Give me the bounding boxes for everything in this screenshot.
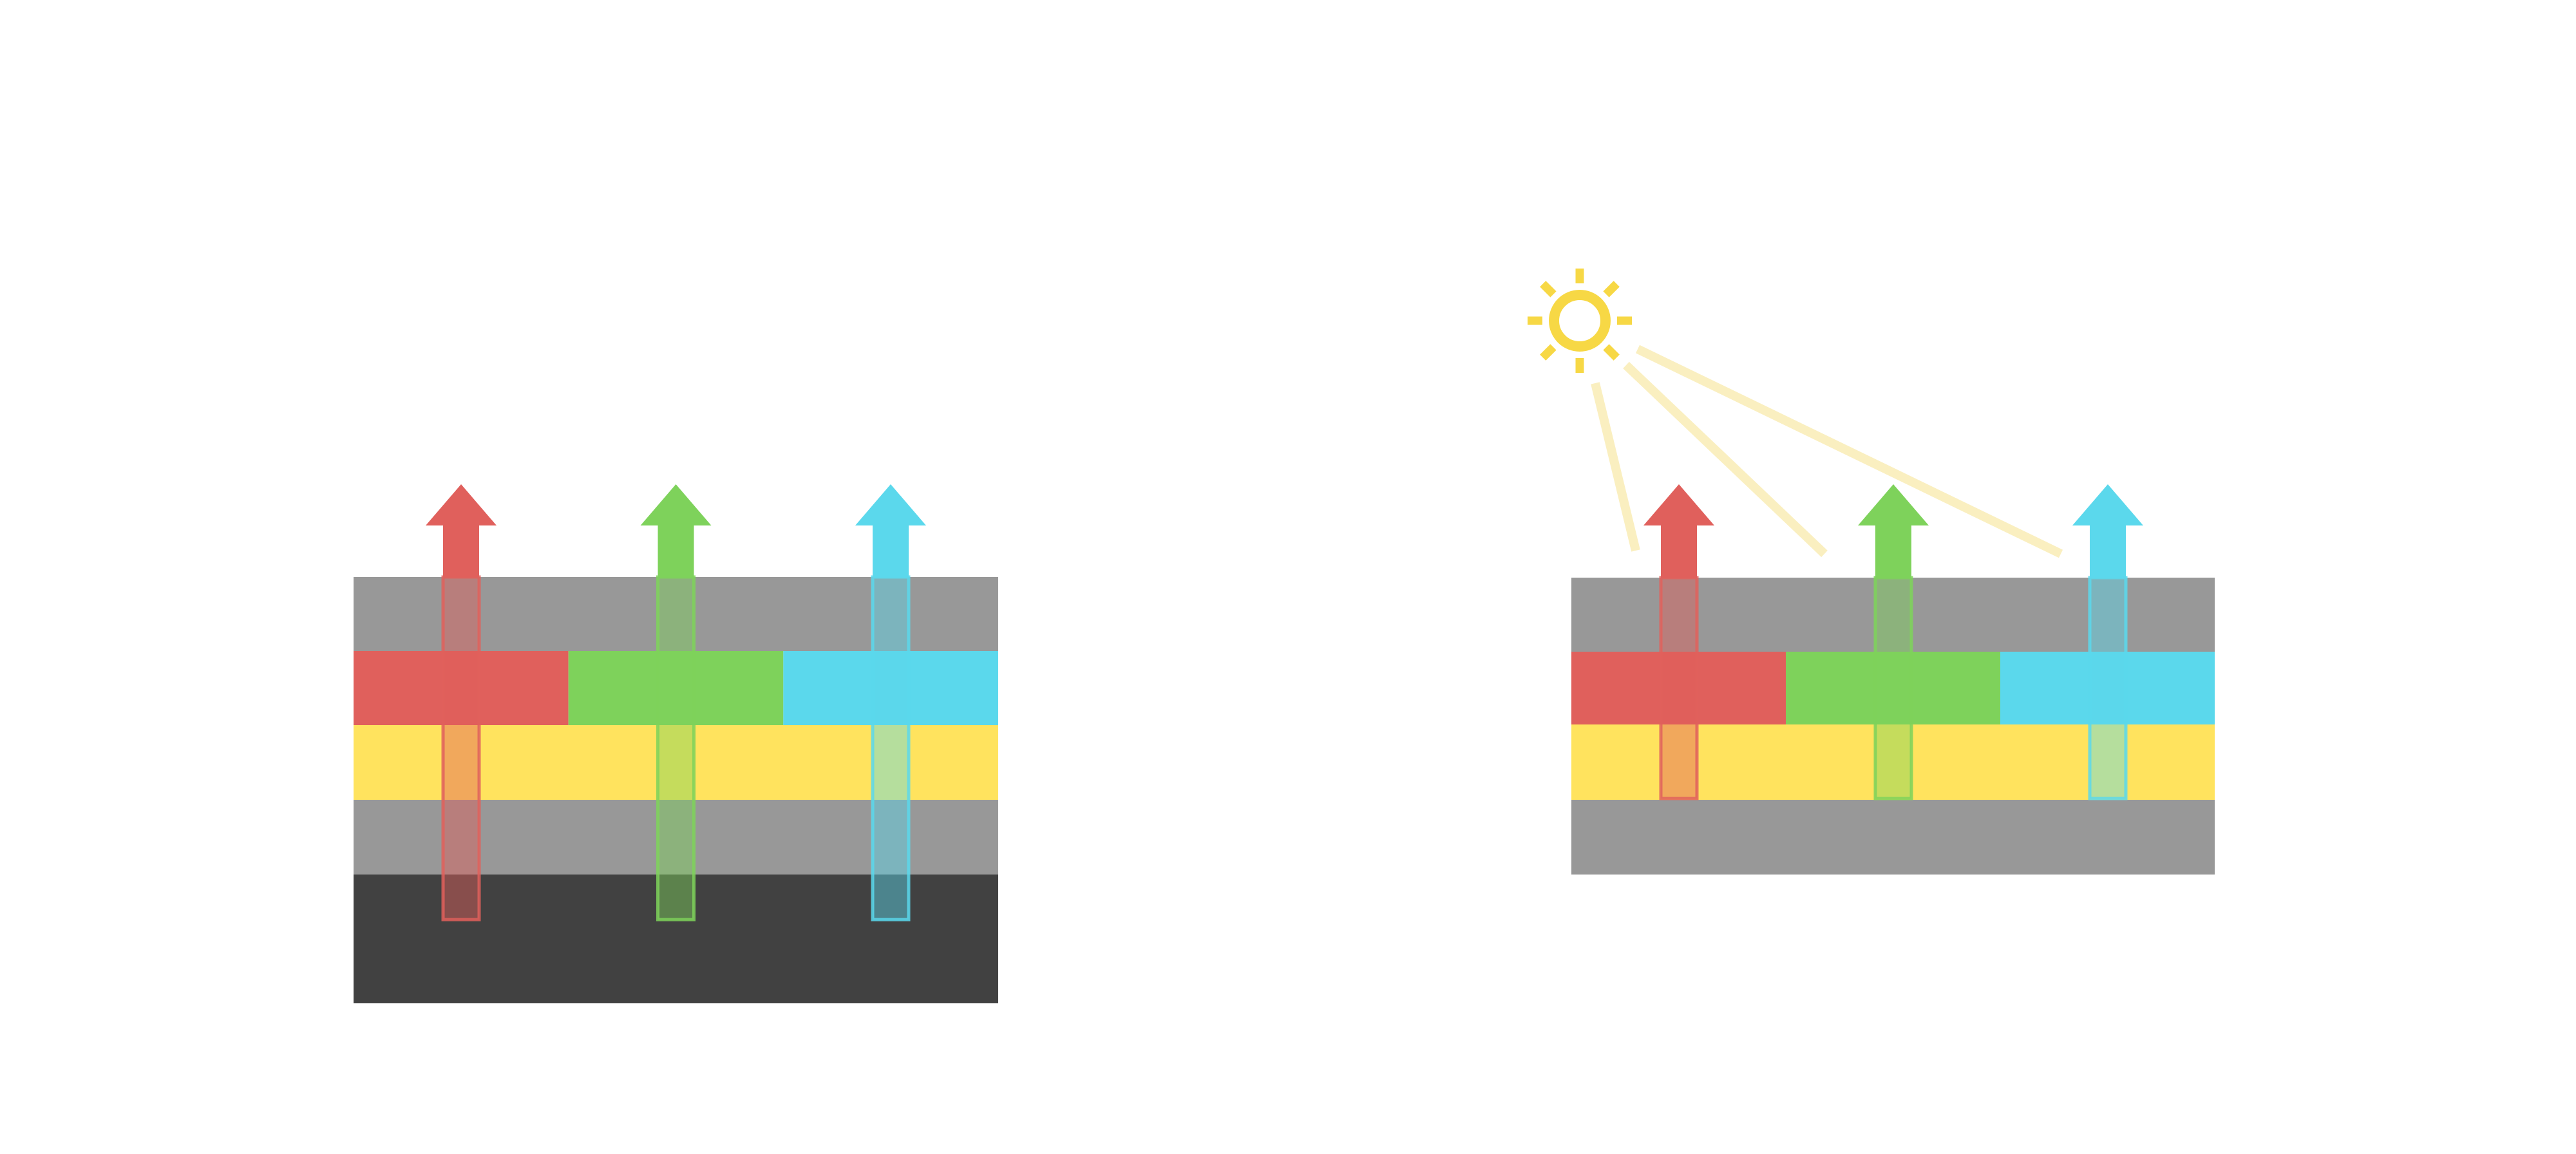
red-light-arrow-tail — [441, 575, 481, 922]
sun-beam-middle — [1623, 361, 1828, 558]
blue-light-arrow-tail — [871, 575, 911, 922]
sun-icon — [1528, 269, 1632, 373]
gray-layer-bottom — [1571, 800, 2215, 875]
sun-circle — [1549, 290, 1611, 352]
red-subpixel-segment — [354, 651, 569, 725]
sun-beam-short — [1591, 382, 1640, 552]
green-light-arrow — [640, 484, 712, 578]
red-light-arrow — [1643, 484, 1714, 578]
dark-substrate-layer — [354, 875, 998, 1003]
sun-beam-long — [1635, 345, 2063, 558]
green-subpixel-segment — [568, 651, 784, 725]
sun-ray — [1603, 344, 1620, 361]
gray-layer-bottom — [354, 800, 998, 875]
blue-light-arrow-tail — [2088, 576, 2128, 800]
yellow-layer — [354, 725, 998, 800]
green-light-arrow — [1858, 484, 1929, 578]
blue-light-arrow — [2072, 484, 2143, 578]
red-light-arrow-tail — [1659, 576, 1699, 800]
green-light-arrow-tail — [1873, 576, 1913, 800]
blue-light-arrow — [855, 484, 926, 578]
red-light-arrow — [426, 484, 497, 578]
gray-layer-top — [354, 577, 998, 651]
sun-ray — [1540, 344, 1557, 361]
right-stack-diagram — [1528, 269, 2215, 875]
green-light-arrow-tail — [656, 575, 696, 922]
red-subpixel-segment — [1571, 652, 1786, 724]
green-subpixel-segment — [1786, 652, 2000, 724]
left-stack-diagram — [354, 484, 998, 1003]
gray-layer-top — [1571, 578, 2215, 652]
yellow-layer — [1571, 724, 2215, 800]
sun-ray — [1540, 281, 1557, 298]
sun-ray — [1603, 281, 1620, 298]
blue-subpixel-segment — [2000, 652, 2215, 724]
blue-subpixel-segment — [783, 651, 998, 725]
